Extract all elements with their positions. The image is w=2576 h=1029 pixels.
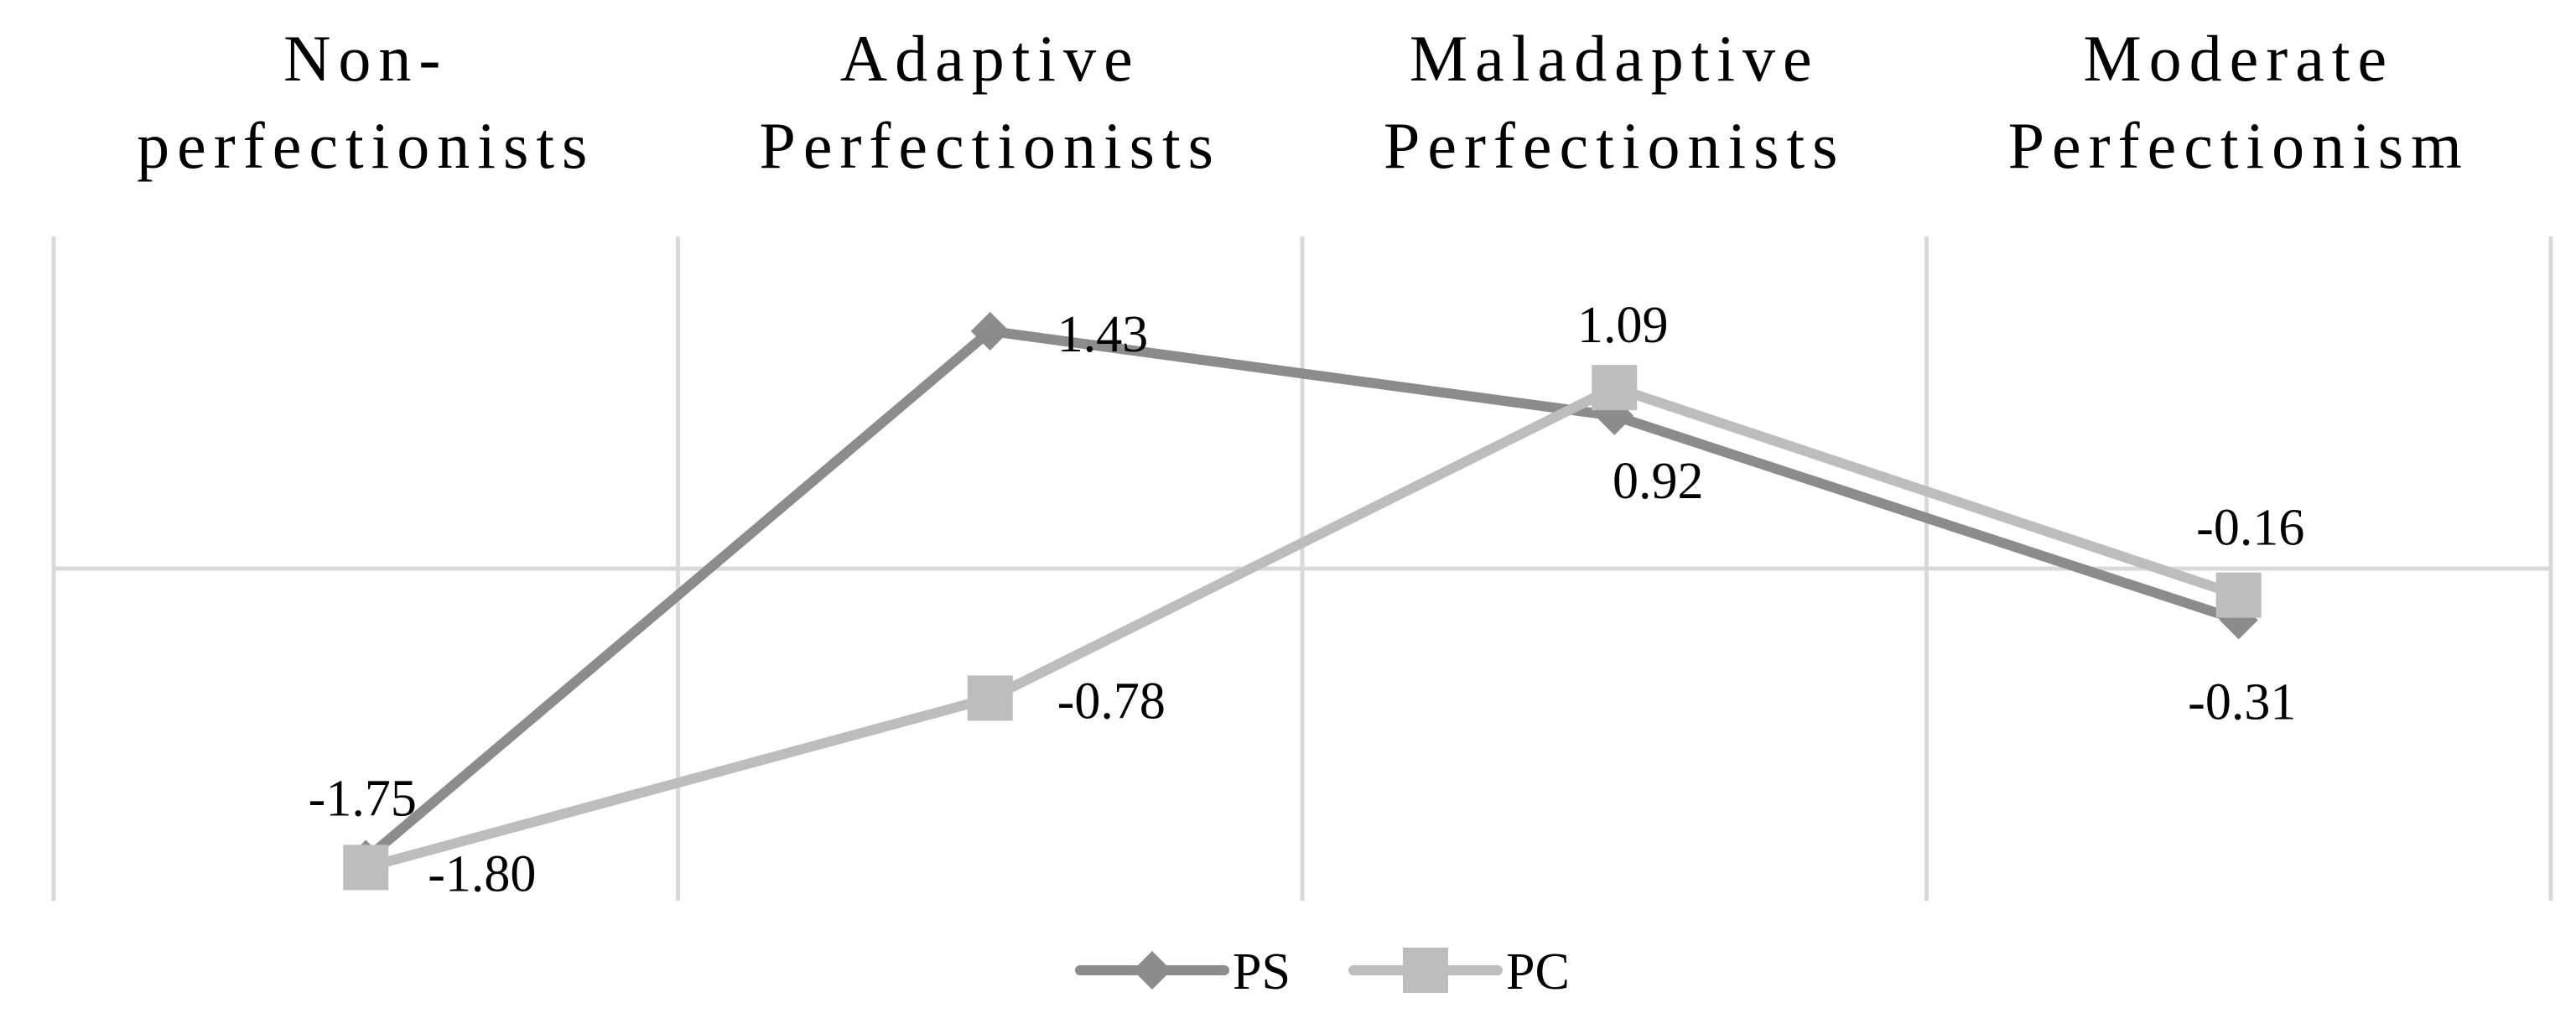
data-point-pc bbox=[967, 675, 1013, 721]
data-label-pc: -1.80 bbox=[428, 845, 536, 902]
category-label: Maladaptive Perfectionists bbox=[1384, 22, 1846, 182]
category-label: Moderate Perfectionism bbox=[2008, 22, 2470, 182]
series-line-pc bbox=[361, 382, 2244, 873]
legend-item-pc: PC bbox=[1348, 943, 1570, 1000]
data-point-pc bbox=[1592, 365, 1638, 411]
data-point-ps bbox=[970, 311, 1010, 351]
data-point-pc bbox=[2215, 572, 2262, 618]
data-label-ps: -1.75 bbox=[309, 771, 417, 828]
series-pc bbox=[343, 365, 2262, 891]
data-label-ps: 1.43 bbox=[1057, 306, 1149, 363]
data-label-ps: 0.92 bbox=[1613, 453, 1704, 510]
category-label: Non-perfectionists bbox=[137, 22, 595, 182]
legend-item-ps: PS bbox=[1075, 943, 1291, 1000]
legend-marker bbox=[1133, 951, 1171, 990]
category-labels: Non-perfectionists Adaptive Perfectionists… bbox=[137, 22, 2470, 182]
series-line-ps bbox=[361, 325, 2244, 865]
legend-label: PC bbox=[1506, 943, 1570, 1000]
legend-marker bbox=[1403, 948, 1448, 993]
legend: PS PC bbox=[1075, 943, 1570, 1000]
data-label-ps: -0.31 bbox=[2188, 673, 2296, 730]
grid-layer bbox=[51, 236, 2553, 901]
data-label-pc: 1.09 bbox=[1577, 297, 1669, 354]
data-point-pc bbox=[343, 845, 389, 891]
legend-label: PS bbox=[1233, 943, 1291, 1000]
data-label-pc: -0.16 bbox=[2196, 500, 2304, 557]
data-labels: -1.75 1.43 0.92 -0.31 -1.80 -0.78 1.09 -0.16 bbox=[309, 297, 2305, 902]
data-label-pc: -0.78 bbox=[1057, 673, 1166, 730]
category-label: Adaptive Perfectionists bbox=[759, 22, 1221, 182]
series-layer bbox=[343, 311, 2262, 891]
